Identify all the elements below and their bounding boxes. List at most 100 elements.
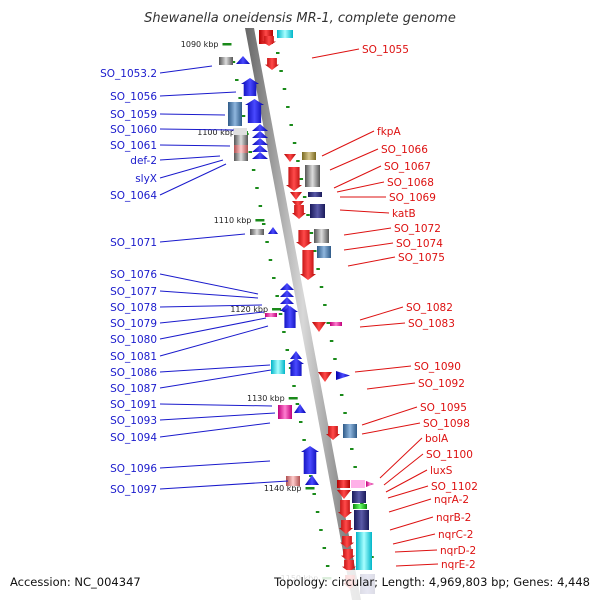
minus-gene-label: SO_1097 xyxy=(110,484,157,496)
plus-gene-block xyxy=(277,30,293,38)
plus-gene-block xyxy=(317,246,331,258)
leader-line xyxy=(159,273,259,295)
minor-tick xyxy=(285,349,290,351)
minus-gene-block xyxy=(228,102,242,126)
minor-tick xyxy=(329,340,334,342)
leader-line xyxy=(394,549,438,553)
minus-gene-label: SO_1086 xyxy=(110,367,157,379)
minus-gene-arrow xyxy=(252,145,268,152)
minor-tick xyxy=(268,259,273,261)
leader-line xyxy=(343,227,392,236)
plus-gene-block xyxy=(354,510,369,530)
minor-tick xyxy=(275,52,280,54)
leader-line xyxy=(361,406,418,426)
plus-gene-label: bolA xyxy=(425,433,449,445)
plus-gene-block xyxy=(351,480,365,488)
minus-gene-arrow xyxy=(268,227,278,234)
leader-line xyxy=(385,469,428,493)
leader-line xyxy=(311,48,360,59)
minus-gene-arrow xyxy=(252,124,268,131)
leader-line xyxy=(159,155,221,161)
minus-gene-label: SO_1061 xyxy=(110,140,157,152)
leader-line xyxy=(321,130,375,157)
leader-line xyxy=(379,437,423,479)
plus-gene-block xyxy=(305,165,320,187)
plus-gene-label: SO_1074 xyxy=(396,238,443,250)
leader-line xyxy=(383,453,424,486)
minor-tick xyxy=(315,511,320,513)
scale-label: 1120 kbp xyxy=(230,305,268,314)
minor-tick xyxy=(292,385,296,387)
minor-tick xyxy=(286,106,290,108)
scale-label: 1100 kbp xyxy=(197,128,235,137)
plus-gene-arrow xyxy=(366,481,374,487)
plus-gene-block xyxy=(310,204,325,218)
plus-gene-block xyxy=(330,322,342,326)
minor-tick xyxy=(265,241,269,243)
plus-gene-label: SO_1075 xyxy=(398,252,445,264)
leader-line xyxy=(159,460,271,469)
leader-line xyxy=(387,485,429,499)
plus-gene-arrow xyxy=(292,205,306,219)
leader-line xyxy=(347,256,396,267)
minus-gene-arrow xyxy=(280,283,294,290)
plus-gene-label: nqrE-2 xyxy=(441,559,476,571)
minus-gene-label: SO_1076 xyxy=(110,269,157,281)
minor-tick xyxy=(309,475,313,477)
plus-gene-arrow xyxy=(337,490,351,499)
minus-strand-labels: SO_1053.2 SO_1056 SO_1059 SO_1060 SO_1061def… xyxy=(100,68,157,496)
plus-gene-label: SO_1090 xyxy=(414,361,461,373)
plus-gene-arrow xyxy=(326,426,340,440)
minus-gene-arrow xyxy=(252,152,268,159)
leader-line xyxy=(159,325,269,357)
minus-gene-label: SO_1079 xyxy=(110,318,157,330)
minus-gene-label: SO_1078 xyxy=(110,302,157,314)
leader-line xyxy=(361,422,421,435)
map-title: Shewanella oneidensis MR-1, complete gen… xyxy=(144,11,456,26)
leader-line xyxy=(392,533,436,545)
minor-tick xyxy=(261,223,266,225)
plus-strand-labels: SO_1055 fkpA SO_1066 SO_1067 SO_1068 SO_1069k… xyxy=(362,44,478,571)
leader-line xyxy=(159,233,246,243)
plus-gene-arrow xyxy=(300,250,316,280)
leader-line xyxy=(159,128,235,131)
minus-gene-label: SO_1087 xyxy=(110,383,157,395)
plus-gene-label: SO_1083 xyxy=(408,318,455,330)
minor-tick xyxy=(302,196,307,198)
plus-gene-label: SO_1068 xyxy=(387,177,434,189)
leader-line xyxy=(159,403,273,407)
minus-gene-label: SO_1080 xyxy=(110,334,157,346)
minus-gene-label: SO_1071 xyxy=(110,237,157,249)
plus-gene-label: nqrB-2 xyxy=(436,512,471,524)
major-tick xyxy=(255,219,265,222)
minor-tick xyxy=(339,394,344,396)
scale-label: 1130 kbp xyxy=(247,394,285,403)
plus-gene-block xyxy=(337,480,350,488)
minus-gene-label: SO_1091 xyxy=(110,399,157,411)
plus-gene-label: katB xyxy=(392,208,416,220)
minus-gene-label: slyX xyxy=(135,173,157,185)
minor-tick xyxy=(292,142,297,144)
minor-tick xyxy=(350,448,354,450)
leader-line xyxy=(333,165,382,189)
minus-gene-label: SO_1053.2 xyxy=(100,68,157,80)
minus-gene-arrow xyxy=(241,78,259,96)
minus-gene-label: SO_1064 xyxy=(110,190,157,202)
summary-text: Topology: circular; Length: 4,969,803 bp… xyxy=(273,575,590,589)
minor-tick xyxy=(353,466,357,468)
minor-tick xyxy=(309,232,314,234)
plus-gene-label: SO_1069 xyxy=(389,192,436,204)
plus-gene-arrow xyxy=(262,36,276,46)
minor-tick xyxy=(299,178,304,180)
plus-gene-arrow xyxy=(340,536,354,548)
minus-gene-label: SO_1094 xyxy=(110,432,157,444)
minus-gene-arrow xyxy=(236,56,250,64)
plus-gene-arrow xyxy=(341,549,355,561)
minor-tick xyxy=(343,412,347,414)
plus-gene-arrow xyxy=(290,192,302,200)
accession-text: Accession: NC_004347 xyxy=(10,575,141,589)
minus-gene-arrow xyxy=(252,138,268,145)
minus-gene-block xyxy=(234,145,248,153)
plus-gene-arrow xyxy=(342,560,356,572)
